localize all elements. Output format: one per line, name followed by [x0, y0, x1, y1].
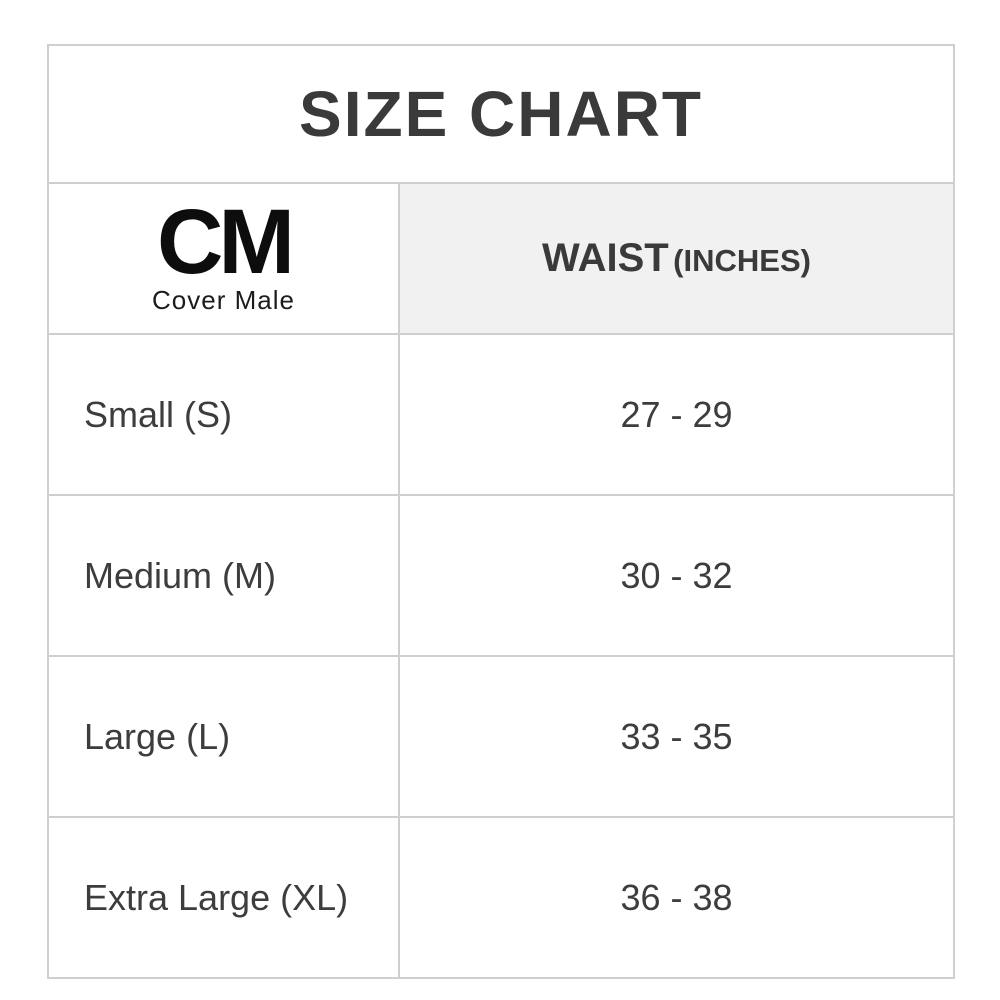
- table-row-extra-large: Extra Large (XL) 36 - 38: [47, 816, 955, 979]
- size-label: Extra Large (XL): [47, 816, 400, 979]
- size-chart-table: SIZE CHART CM Cover Male WAIST (INCHES) …: [47, 44, 955, 979]
- waist-header-unit: (INCHES): [673, 243, 811, 278]
- size-label: Medium (M): [47, 494, 400, 657]
- page-title: SIZE CHART: [299, 78, 703, 150]
- column-header-waist: WAIST (INCHES): [398, 182, 955, 335]
- brand-logo-cell: CM Cover Male: [47, 182, 400, 335]
- size-label: Small (S): [47, 333, 400, 496]
- waist-value: 30 - 32: [398, 494, 955, 657]
- brand-name-label: Cover Male: [152, 285, 295, 316]
- title-row: SIZE CHART: [47, 44, 955, 184]
- cover-male-logo-icon: CM: [156, 190, 295, 293]
- table-row-medium: Medium (M) 30 - 32: [47, 494, 955, 657]
- size-label: Large (L): [47, 655, 400, 818]
- table-row-small: Small (S) 27 - 29: [47, 333, 955, 496]
- waist-value: 33 - 35: [398, 655, 955, 818]
- header-row: CM Cover Male WAIST (INCHES): [47, 182, 955, 335]
- title-cell: SIZE CHART: [47, 44, 955, 184]
- waist-value: 27 - 29: [398, 333, 955, 496]
- waist-value: 36 - 38: [398, 816, 955, 979]
- waist-header-label: WAIST: [542, 236, 669, 280]
- table-row-large: Large (L) 33 - 35: [47, 655, 955, 818]
